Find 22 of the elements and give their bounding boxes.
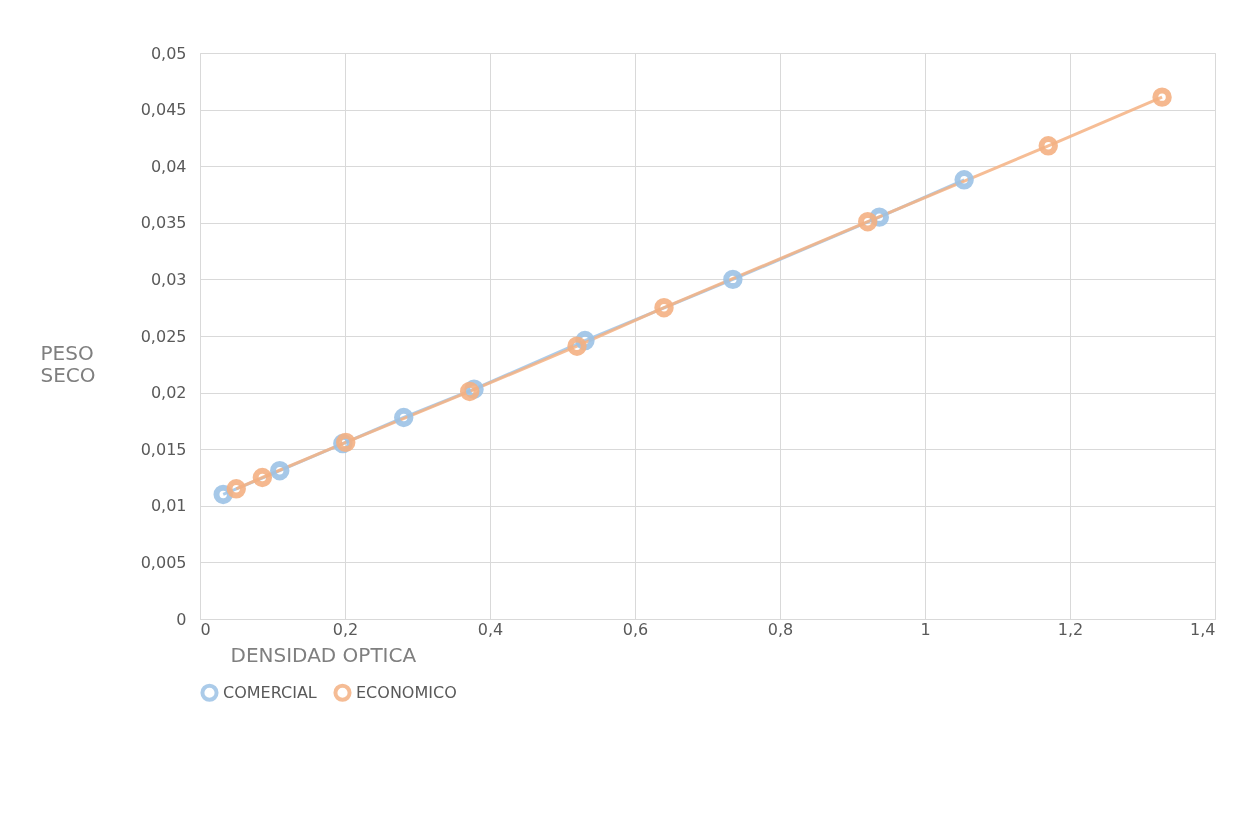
y-tick-label: 0,025 [140, 326, 187, 346]
x-tick-label: 1,4 [1190, 619, 1216, 639]
x-tick-label: 0,4 [477, 619, 504, 639]
x-axis-title: DENSIDAD OPTICA [230, 642, 417, 667]
y-tick-label: 0,05 [150, 43, 187, 63]
x-tick-label: 0,8 [767, 619, 794, 639]
y-tick-label: 0,02 [150, 383, 187, 403]
y-tick-label: 0,03 [150, 269, 187, 289]
y-tick-label: 0,035 [140, 213, 187, 233]
legend-label: COMERCIAL [223, 682, 317, 702]
y-tick-label: 0,04 [150, 156, 187, 176]
legend-label: ECONOMICO [356, 682, 457, 702]
x-tick-label: 0 [200, 619, 211, 639]
x-tick-label: 0,6 [622, 619, 649, 639]
y-axis-title: PESO SECO [40, 340, 96, 387]
x-tick-label: 0,2 [332, 619, 359, 639]
x-tick-label: 1,2 [1057, 619, 1084, 639]
y-tick-label: 0,005 [140, 552, 187, 572]
x-tick-label: 1 [920, 619, 931, 639]
y-tick-label: 0,01 [150, 496, 187, 516]
y-tick-label: 0,015 [140, 439, 187, 459]
y-tick-label: 0,045 [140, 100, 187, 120]
